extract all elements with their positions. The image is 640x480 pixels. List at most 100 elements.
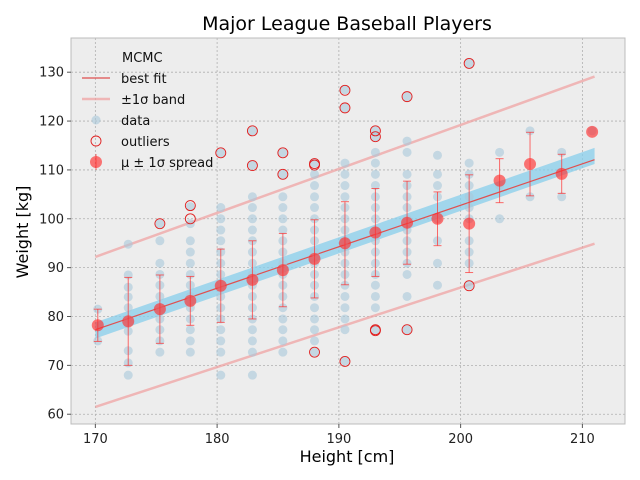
data-point: [340, 192, 350, 202]
outlier-point: [401, 324, 413, 336]
y-tick-label: 130: [39, 66, 64, 81]
data-point: [185, 202, 195, 212]
outlier-points-layer: [154, 57, 475, 367]
outlier-point: [246, 125, 258, 137]
spread-point: [463, 217, 476, 230]
data-point: [185, 236, 195, 246]
data-point: [402, 169, 412, 179]
data-point: [340, 314, 350, 324]
data-point: [310, 347, 320, 357]
data-point: [310, 314, 320, 324]
legend-data-swatch: [91, 115, 101, 125]
data-point: [247, 192, 257, 202]
outlier-point: [246, 160, 258, 171]
data-point: [155, 347, 165, 357]
outlier-point: [309, 346, 320, 358]
outlier-point: [463, 57, 475, 69]
data-point: [278, 325, 288, 335]
data-point: [370, 280, 380, 290]
data-point: [432, 258, 442, 268]
outlier-point: [339, 84, 351, 96]
data-point: [247, 214, 257, 224]
data-point: [402, 325, 412, 335]
spread-point: [401, 216, 414, 229]
data-point: [185, 347, 195, 357]
data-point: [340, 85, 350, 95]
legend-outlier-swatch: [90, 135, 102, 147]
data-point: [402, 269, 412, 279]
outlier-point: [277, 168, 289, 180]
spread-point: [122, 315, 135, 328]
data-point: [310, 303, 320, 313]
data-point: [216, 336, 226, 346]
data-point: [557, 192, 567, 202]
outlier-point: [401, 91, 413, 103]
data-point: [340, 169, 350, 179]
outlier-point: [463, 280, 475, 292]
x-tick-label: 210: [570, 432, 595, 447]
data-point: [464, 58, 474, 68]
spread-point: [586, 125, 599, 138]
spread-point: [493, 174, 506, 187]
spread-point: [184, 294, 197, 307]
data-point: [310, 325, 320, 335]
y-tick-label: 60: [47, 408, 64, 423]
y-tick-label: 120: [39, 115, 64, 130]
data-point: [495, 147, 505, 157]
legend-label-best-fit: best fit: [121, 72, 167, 87]
spread-point: [214, 279, 227, 292]
outlier-point: [184, 200, 196, 212]
y-tick-label: 110: [39, 163, 64, 178]
x-tick-label: 200: [448, 432, 473, 447]
data-point: [185, 258, 195, 268]
data-point: [216, 203, 226, 213]
data-point: [216, 214, 226, 224]
x-tick-label: 180: [205, 432, 230, 447]
data-point: [370, 325, 380, 335]
legend-label-spread: μ ± 1σ spread: [121, 156, 213, 171]
spread-point: [524, 158, 537, 171]
data-point: [278, 225, 288, 235]
y-tick-label: 90: [47, 261, 64, 276]
x-tick-label: 170: [83, 432, 108, 447]
x-axis-label: Height [cm]: [300, 447, 395, 466]
data-point: [216, 236, 226, 246]
spread-point: [276, 264, 289, 277]
data-point: [370, 158, 380, 168]
data-point: [123, 239, 133, 249]
data-point: [370, 126, 380, 136]
data-point: [370, 303, 380, 313]
data-point: [340, 291, 350, 301]
legend-label-outliers: outliers: [121, 135, 170, 150]
spread-point: [338, 237, 351, 250]
data-point: [370, 181, 380, 191]
legend-spread-swatch: [90, 156, 102, 168]
data-point: [402, 291, 412, 301]
data-point: [247, 203, 257, 213]
data-point: [340, 303, 350, 313]
data-point: [370, 291, 380, 301]
data-point: [216, 148, 226, 158]
y-tick-label: 70: [47, 359, 64, 374]
data-point: [310, 336, 320, 346]
legend-label-data: data: [121, 114, 150, 129]
data-point: [247, 336, 257, 346]
data-point: [432, 181, 442, 191]
data-point: [402, 92, 412, 102]
data-point: [216, 347, 226, 357]
data-point: [525, 192, 535, 202]
outlier-point: [184, 213, 196, 225]
outlier-point: [369, 131, 381, 143]
data-point: [247, 325, 257, 335]
data-point: [278, 303, 288, 313]
data-point: [216, 225, 226, 235]
axes-frame: [70, 37, 626, 425]
data-point: [464, 280, 474, 290]
data-point: [185, 325, 195, 335]
data-point: [185, 247, 195, 257]
spread-point: [308, 252, 321, 265]
data-point: [216, 370, 226, 380]
data-point: [278, 148, 288, 158]
data-point: [278, 203, 288, 213]
data-point: [155, 236, 165, 246]
